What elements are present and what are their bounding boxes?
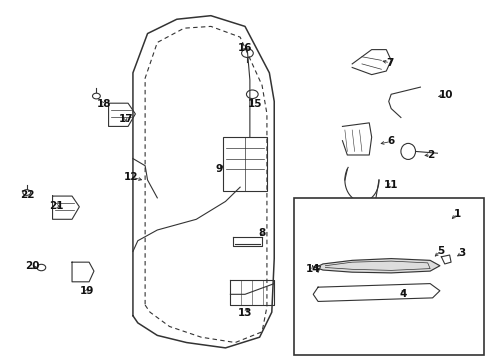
Text: 20: 20 bbox=[25, 261, 39, 271]
Text: 8: 8 bbox=[258, 228, 266, 238]
Text: 17: 17 bbox=[118, 113, 133, 123]
Text: 4: 4 bbox=[400, 289, 407, 298]
Text: 2: 2 bbox=[427, 150, 435, 160]
Text: 22: 22 bbox=[20, 190, 34, 200]
Text: 11: 11 bbox=[384, 180, 398, 190]
Text: 15: 15 bbox=[247, 99, 262, 109]
Polygon shape bbox=[316, 258, 440, 273]
Text: 3: 3 bbox=[458, 248, 466, 258]
Text: 21: 21 bbox=[49, 201, 63, 211]
Text: 6: 6 bbox=[388, 136, 395, 147]
Bar bbox=[294, 198, 484, 355]
Text: 1: 1 bbox=[453, 209, 461, 219]
Text: 13: 13 bbox=[238, 308, 252, 318]
Text: 12: 12 bbox=[124, 172, 139, 182]
Text: 9: 9 bbox=[216, 163, 223, 174]
Text: 16: 16 bbox=[238, 43, 252, 53]
Text: 19: 19 bbox=[79, 287, 94, 296]
Text: 18: 18 bbox=[97, 99, 111, 109]
Text: 14: 14 bbox=[306, 264, 320, 274]
Text: 7: 7 bbox=[387, 58, 394, 68]
Text: 10: 10 bbox=[439, 90, 453, 100]
Bar bbox=[223, 137, 267, 191]
Text: 5: 5 bbox=[437, 246, 444, 256]
